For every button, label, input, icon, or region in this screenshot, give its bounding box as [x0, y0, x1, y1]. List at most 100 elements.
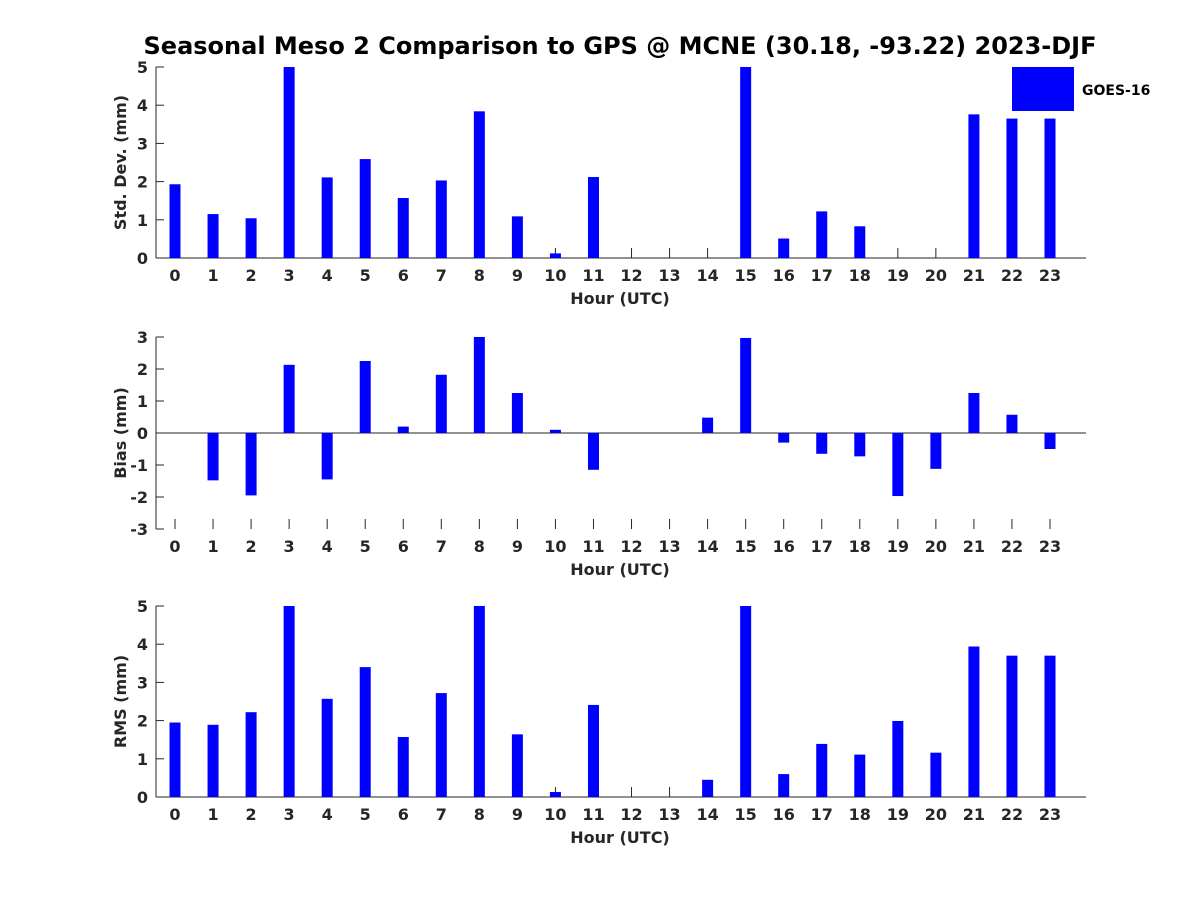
- bar-std-dev-hour-22: [1006, 118, 1018, 258]
- bar-rms-hour-18: [854, 754, 866, 797]
- y-tick-label: -1: [130, 456, 148, 475]
- y-tick-label: 1: [137, 392, 148, 411]
- x-tick-label: 23: [1039, 537, 1061, 556]
- bar-rms-hour-7: [435, 693, 447, 797]
- bar-bias-hour-10: [549, 429, 561, 433]
- bar-rms-hour-0: [169, 722, 181, 797]
- legend-label: GOES-16: [1082, 83, 1150, 99]
- x-tick-label: 7: [436, 537, 447, 556]
- bar-std-dev-hour-4: [321, 177, 333, 258]
- y-tick-label: 5: [137, 58, 148, 77]
- x-tick-label: 10: [544, 537, 566, 556]
- x-tick-label: 22: [1001, 266, 1023, 285]
- x-axis-label: Hour (UTC): [570, 828, 670, 847]
- chart-title: Seasonal Meso 2 Comparison to GPS @ MCNE…: [144, 32, 1097, 60]
- bar-rms-hour-21: [968, 646, 980, 797]
- y-tick-label: 2: [137, 360, 148, 379]
- bar-rms-hour-11: [587, 704, 599, 797]
- x-axis-label: Hour (UTC): [570, 289, 670, 308]
- bar-bias-hour-11: [587, 433, 599, 470]
- x-tick-label: 12: [620, 537, 642, 556]
- x-tick-label: 9: [512, 537, 523, 556]
- x-tick-label: 4: [322, 266, 333, 285]
- y-axis-label: RMS (mm): [111, 655, 130, 748]
- bar-rms-hour-17: [816, 743, 828, 797]
- x-tick-label: 19: [887, 537, 909, 556]
- bar-bias-hour-9: [511, 393, 523, 433]
- x-tick-label: 16: [773, 266, 795, 285]
- x-tick-label: 3: [284, 805, 295, 824]
- y-tick-label: 0: [137, 788, 148, 807]
- y-axis-label: Std. Dev. (mm): [111, 95, 130, 230]
- bar-rms-hour-14: [702, 779, 714, 797]
- x-tick-label: 18: [849, 266, 871, 285]
- x-tick-label: 23: [1039, 266, 1061, 285]
- bar-rms-hour-20: [930, 752, 942, 797]
- x-tick-label: 20: [925, 805, 947, 824]
- x-tick-label: 14: [696, 537, 718, 556]
- x-tick-label: 6: [398, 266, 409, 285]
- bar-rms-hour-5: [359, 667, 371, 797]
- y-tick-label: 1: [137, 750, 148, 769]
- bar-std-dev-hour-7: [435, 180, 447, 258]
- x-tick-label: 12: [620, 266, 642, 285]
- bar-std-dev-hour-5: [359, 159, 371, 258]
- x-tick-label: 21: [963, 266, 985, 285]
- y-tick-label: 4: [137, 96, 148, 115]
- bar-bias-hour-21: [968, 393, 980, 433]
- bar-bias-hour-20: [930, 433, 942, 469]
- y-tick-label: 2: [137, 173, 148, 192]
- bar-std-dev-hour-1: [207, 214, 219, 258]
- x-tick-label: 10: [544, 805, 566, 824]
- x-tick-label: 21: [963, 805, 985, 824]
- y-tick-label: 0: [137, 424, 148, 443]
- x-tick-label: 10: [544, 266, 566, 285]
- x-tick-label: 1: [207, 537, 218, 556]
- x-tick-label: 8: [474, 266, 485, 285]
- bar-std-dev-hour-16: [778, 238, 790, 258]
- y-tick-label: -2: [130, 488, 148, 507]
- x-tick-label: 15: [735, 537, 757, 556]
- x-tick-label: 5: [360, 266, 371, 285]
- bar-bias-hour-1: [207, 433, 219, 481]
- x-tick-label: 22: [1001, 805, 1023, 824]
- legend-swatch: [1012, 67, 1074, 111]
- bar-rms-hour-19: [892, 720, 904, 797]
- x-tick-label: 5: [360, 805, 371, 824]
- x-tick-label: 1: [207, 266, 218, 285]
- x-tick-label: 14: [696, 266, 718, 285]
- x-tick-label: 19: [887, 805, 909, 824]
- bar-std-dev-hour-9: [511, 216, 523, 258]
- bar-rms-hour-3: [283, 606, 295, 797]
- x-tick-label: 2: [246, 537, 257, 556]
- x-tick-label: 9: [512, 266, 523, 285]
- bar-bias-hour-18: [854, 433, 866, 457]
- bar-bias-hour-7: [435, 374, 447, 433]
- x-tick-label: 13: [658, 805, 680, 824]
- y-tick-label: 1: [137, 211, 148, 230]
- x-tick-label: 18: [849, 805, 871, 824]
- x-tick-label: 5: [360, 537, 371, 556]
- bar-rms-hour-4: [321, 698, 333, 797]
- x-tick-label: 4: [322, 805, 333, 824]
- x-tick-label: 7: [436, 805, 447, 824]
- x-tick-label: 23: [1039, 805, 1061, 824]
- x-tick-label: 13: [658, 266, 680, 285]
- y-tick-label: 4: [137, 635, 148, 654]
- x-tick-label: 15: [735, 805, 757, 824]
- bar-std-dev-hour-2: [245, 218, 257, 258]
- bar-rms-hour-15: [740, 606, 752, 797]
- x-tick-label: 16: [773, 537, 795, 556]
- x-tick-label: 19: [887, 266, 909, 285]
- x-tick-label: 0: [169, 537, 180, 556]
- bar-std-dev-hour-17: [816, 211, 828, 258]
- x-tick-label: 20: [925, 537, 947, 556]
- x-tick-label: 20: [925, 266, 947, 285]
- x-tick-label: 11: [582, 537, 604, 556]
- bar-rms-hour-10: [549, 792, 561, 797]
- bar-bias-hour-14: [702, 417, 714, 433]
- x-tick-label: 4: [322, 537, 333, 556]
- bar-rms-hour-22: [1006, 655, 1018, 797]
